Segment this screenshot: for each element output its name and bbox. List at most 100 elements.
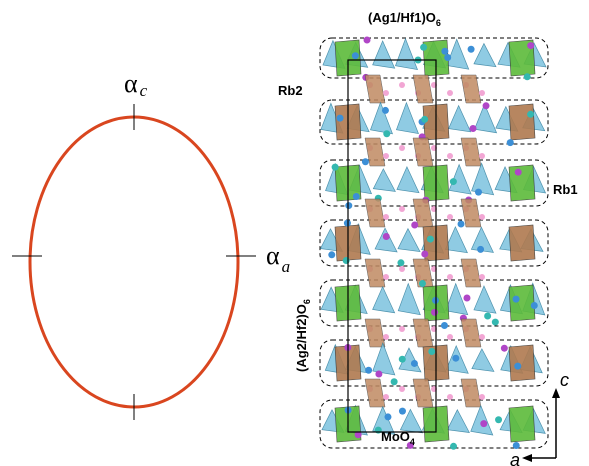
rb-atom <box>399 82 405 88</box>
atom <box>450 178 457 185</box>
rb-atom <box>383 394 389 400</box>
rb-atom <box>447 334 453 340</box>
tetrahedron <box>373 41 395 68</box>
moo4-label: MoO4 <box>381 429 415 447</box>
atom <box>399 408 406 415</box>
tetrahedron <box>474 44 496 67</box>
linker <box>365 319 385 347</box>
tetrahedron <box>474 286 496 313</box>
atom <box>345 202 352 209</box>
atom <box>353 193 360 200</box>
atom <box>463 295 470 302</box>
atom <box>382 107 389 114</box>
tetrahedron <box>373 287 395 313</box>
atom <box>513 442 520 449</box>
atom <box>332 164 339 171</box>
atom <box>507 139 514 146</box>
atom <box>364 37 371 44</box>
atom <box>411 360 418 367</box>
atom <box>362 158 369 165</box>
atom <box>480 420 487 427</box>
linker <box>413 319 433 347</box>
rb-atom <box>447 274 453 280</box>
ag2-label: (Ag2/Hf2)O6 <box>294 299 312 372</box>
rb-atom <box>383 214 389 220</box>
tetrahedron <box>449 106 471 132</box>
linker <box>461 138 481 166</box>
octahedron <box>509 165 535 201</box>
octahedron <box>509 104 535 140</box>
tetrahedron <box>472 349 494 372</box>
atom <box>337 115 344 122</box>
tetrahedron <box>472 163 494 195</box>
atom <box>420 44 427 51</box>
atom <box>421 250 428 257</box>
atom <box>375 371 382 378</box>
rb-atom <box>479 214 485 220</box>
atom <box>492 319 499 326</box>
atom <box>391 378 398 385</box>
atom <box>527 111 534 118</box>
rb-atom <box>447 394 453 400</box>
atom <box>468 46 475 53</box>
atom <box>421 116 428 123</box>
atom <box>483 102 490 109</box>
rb-atom <box>479 274 485 280</box>
atom <box>399 356 406 363</box>
atom <box>484 312 491 319</box>
atom <box>397 259 404 266</box>
c-axis-label: c <box>560 370 569 390</box>
label-text: MoO <box>381 429 410 444</box>
c-arrowhead <box>552 388 560 398</box>
tetrahedron <box>370 102 392 133</box>
alpha-symbol: α <box>266 241 280 270</box>
crystal-structure <box>320 37 548 450</box>
label-text: (Ag1/Hf1)O <box>368 10 436 25</box>
atom <box>524 73 531 80</box>
atom <box>469 125 476 132</box>
atom <box>513 296 520 303</box>
rb-atom <box>479 394 485 400</box>
atom <box>450 443 457 450</box>
figure: αc αa (Ag1/Hf1)O6 Rb2 Rb1 (Ag2/Hf2)O6 Mo… <box>0 0 589 466</box>
atom <box>452 355 459 362</box>
label-subscript: 4 <box>410 437 415 447</box>
atom <box>477 246 484 253</box>
atom <box>527 42 534 49</box>
rb-atom <box>447 153 453 159</box>
linker <box>461 259 481 287</box>
atom <box>514 363 521 370</box>
atom <box>352 52 359 59</box>
tetrahedron <box>373 169 395 192</box>
linker <box>461 379 481 407</box>
octahedron <box>509 406 535 442</box>
label-subscript: 6 <box>436 18 441 28</box>
atom <box>515 169 522 176</box>
atom <box>475 189 482 196</box>
atom <box>531 302 538 309</box>
rb-atom <box>479 334 485 340</box>
tetrahedron <box>373 343 395 375</box>
label-text: (Ag2/Hf2)O <box>294 304 309 372</box>
linker <box>365 259 385 287</box>
atom <box>343 257 350 264</box>
rb-atom <box>399 206 405 212</box>
alpha-symbol: α <box>124 69 138 98</box>
rb-atom <box>383 274 389 280</box>
atom <box>441 48 448 55</box>
rb-atom <box>399 145 405 151</box>
rb1-label: Rb1 <box>553 182 578 197</box>
alpha-subscript: a <box>282 257 291 276</box>
tetrahedron <box>471 406 493 435</box>
rb-atom <box>399 386 405 392</box>
atom <box>444 54 451 61</box>
a-axis-label: a <box>510 450 520 466</box>
atom <box>428 348 435 355</box>
linker <box>413 138 433 166</box>
atom <box>411 222 418 229</box>
rb-atom <box>383 334 389 340</box>
rb-atom <box>399 326 405 332</box>
